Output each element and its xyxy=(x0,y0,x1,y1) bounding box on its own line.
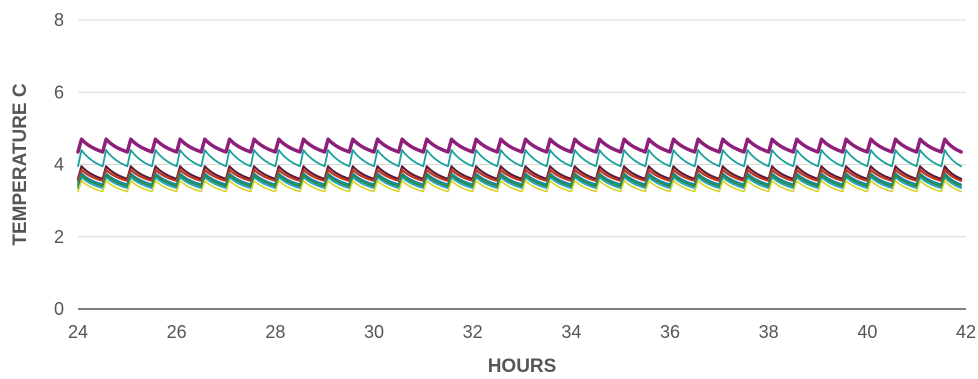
x-tick-label: 32 xyxy=(463,322,483,342)
series-line-8 xyxy=(77,180,962,193)
y-tick-label: 4 xyxy=(54,155,64,175)
series-line-7 xyxy=(77,174,962,187)
series-line-4 xyxy=(76,168,963,182)
y-tick-labels: 0 2 4 6 8 xyxy=(54,10,64,319)
x-axis-title: HOURS xyxy=(488,356,557,377)
x-tick-label: 36 xyxy=(660,322,680,342)
y-axis-title: TEMPERATURE C xyxy=(10,83,31,245)
x-tick-label: 30 xyxy=(364,322,384,342)
series-line-1 xyxy=(76,137,963,154)
series-line-6 xyxy=(77,176,963,189)
series-line-2 xyxy=(77,149,962,168)
y-tick-label: 8 xyxy=(54,10,64,30)
x-tick-label: 42 xyxy=(956,322,976,342)
x-tick-labels: 24 26 28 30 32 34 36 38 40 42 xyxy=(68,322,976,342)
grid-lines xyxy=(78,19,966,238)
x-tick-label: 34 xyxy=(561,322,581,342)
x-tick-label: 24 xyxy=(68,322,88,342)
x-tick-label: 26 xyxy=(167,322,187,342)
series-lines xyxy=(76,137,963,193)
x-tick-label: 38 xyxy=(759,322,779,342)
x-tick-label: 28 xyxy=(265,322,285,342)
y-tick-label: 0 xyxy=(54,299,64,319)
x-tick-label: 40 xyxy=(857,322,877,342)
y-tick-label: 6 xyxy=(54,82,64,102)
y-tick-label: 2 xyxy=(54,227,64,247)
